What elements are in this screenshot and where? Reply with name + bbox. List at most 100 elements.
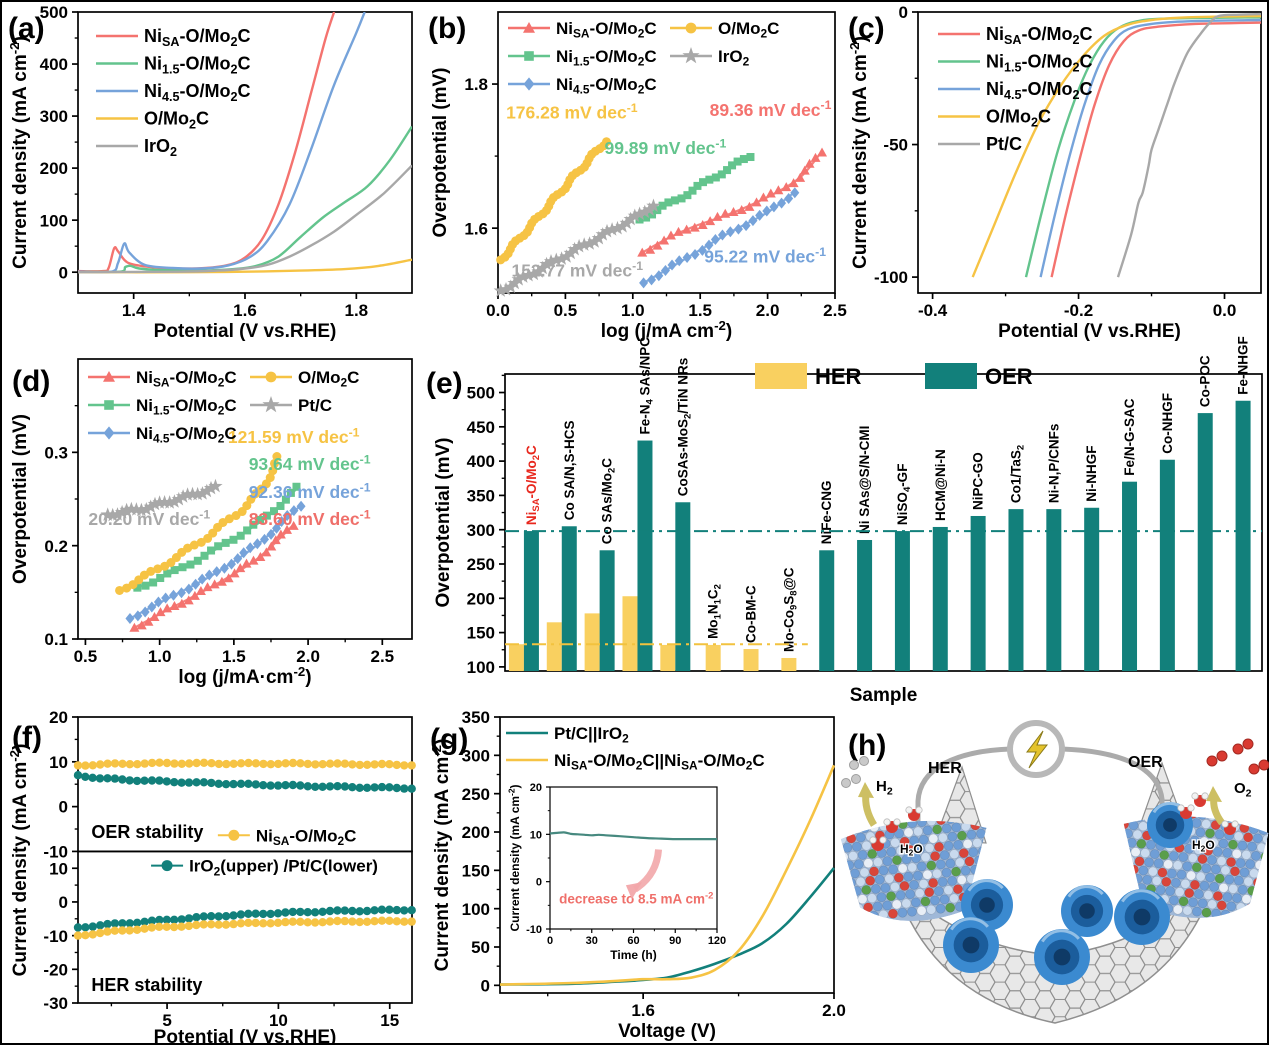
bar-label-18: Co-POC [1198, 355, 1213, 407]
svg-text:1.8: 1.8 [464, 75, 488, 94]
oer-bar-4 [675, 502, 691, 671]
her-bar-3 [622, 596, 638, 671]
svg-text:10: 10 [49, 753, 68, 772]
bar-label-16: Fe/N-G-SAC [1122, 398, 1137, 476]
oer-label: OER [1128, 754, 1163, 771]
sub1-caption: HER stability [91, 975, 202, 995]
svg-text:Ni4.5-O/Mo2C: Ni4.5-O/Mo2C [144, 81, 251, 104]
h2-molecules [841, 756, 869, 788]
svg-text:100: 100 [467, 658, 495, 677]
series-4 [1116, 12, 1261, 278]
panel-b-chart: (b) 0.0 0.5 1.0 1.5 2.0 2.5 1.6 1.8 log (j/mA cm-… [428, 11, 847, 342]
sub0-series-1 [73, 771, 416, 793]
svg-text:Pt/C: Pt/C [298, 396, 332, 415]
series-4 [493, 198, 661, 297]
panel-c-chart: (c) -0.4 -0.2 0.0 0 -50 -100 Potential (V vs.RH… [847, 3, 1262, 342]
svg-text:1.5: 1.5 [688, 301, 712, 320]
her-bar-6 [743, 649, 759, 671]
sub1-legend: IrO2(upper) /Pt/C(lower) [151, 857, 378, 878]
her-bar-2 [584, 613, 600, 671]
axes: 0.5 1.0 1.5 2.0 2.5 0.1 0.2 0.3 log (j/mA·cm-2) O… [10, 358, 413, 688]
svg-text:100: 100 [462, 900, 490, 919]
bar-label-15: Ni-NHGF [1084, 446, 1099, 502]
wires [915, 746, 1165, 836]
series-3 [496, 137, 611, 265]
svg-text:1.5: 1.5 [222, 647, 246, 666]
svg-text:NiSA-O/Mo2C: NiSA-O/Mo2C [256, 826, 357, 848]
oer-bar-8 [819, 550, 835, 671]
svg-text:Ni4.5-O/Mo2C: Ni4.5-O/Mo2C [556, 75, 657, 97]
h2o-molecules [869, 792, 1239, 851]
bar-label-7: Mo-Co9S8@C [781, 567, 799, 652]
sub1-series-1 [73, 916, 416, 940]
bar-label-0: NiSA-O/Mo2C [524, 445, 542, 525]
bar-label-12: NiPC-GO [971, 452, 986, 510]
svg-text:250: 250 [462, 785, 490, 804]
svg-text:NiSA-O/Mo2C: NiSA-O/Mo2C [556, 19, 657, 41]
svg-text:10: 10 [49, 859, 68, 878]
legend: NiSA-O/Mo2C Ni1.5-O/Mo2C Ni4.5-O/Mo2C O/Mo2… [96, 26, 251, 159]
axes: 0 30 60 90 120 -10 0 10 20 Time (h) Current densit… [506, 782, 726, 962]
svg-text:150: 150 [462, 861, 490, 880]
svg-text:400: 400 [40, 55, 68, 74]
svg-text:Ni1.5-O/Mo2C: Ni1.5-O/Mo2C [136, 396, 237, 418]
svg-text:Current density (mA cm-2): Current density (mA cm-2) [506, 784, 522, 931]
bar-label-11: HCM@Ni-N [933, 449, 948, 521]
svg-text:2.0: 2.0 [296, 647, 320, 666]
svg-text:2.5: 2.5 [370, 647, 394, 666]
svg-text:Pt/C||IrO2: Pt/C||IrO2 [554, 724, 629, 746]
inset-arrow [625, 849, 663, 900]
svg-text:500: 500 [40, 3, 68, 22]
oer-bar-15 [1084, 507, 1100, 671]
svg-text:O/Mo2C: O/Mo2C [144, 109, 209, 132]
svg-text:-10: -10 [526, 924, 542, 936]
svg-text:Time (h): Time (h) [610, 948, 656, 962]
svg-text:10: 10 [530, 829, 542, 841]
bar-label-2: Co SAs/Mo2C [600, 458, 618, 545]
svg-text:-50: -50 [883, 136, 908, 155]
oer-bar-3 [637, 440, 653, 671]
series-3 [971, 14, 1261, 278]
her-bar-1 [546, 622, 562, 671]
svg-text:O/Mo2C: O/Mo2C [986, 107, 1051, 130]
panel-b-tag: (b) [428, 12, 466, 45]
oer-bar-13 [1008, 509, 1024, 671]
svg-text:30: 30 [586, 935, 598, 947]
svg-text:-10: -10 [43, 927, 68, 946]
series-2 [1039, 18, 1261, 278]
bar-label-13: Co1/TaS2 [1008, 445, 1026, 503]
series-0 [78, 12, 336, 273]
panel-e-chart: (e) 100 150 200 250 300 350 400 450 500 Sample Over… [426, 336, 1263, 706]
o2-molecules [1206, 738, 1269, 775]
svg-text:Ni1.5-O/Mo2C: Ni1.5-O/Mo2C [144, 54, 251, 77]
svg-text:2.0: 2.0 [756, 301, 780, 320]
her-bar-4 [660, 644, 676, 671]
axes: 0.0 0.5 1.0 1.5 2.0 2.5 1.6 1.8 log (j/mA cm-2) O… [430, 11, 847, 342]
svg-text:2.5: 2.5 [823, 301, 847, 320]
legend: HER OER [755, 363, 1033, 389]
series-1 [635, 153, 755, 224]
bar-label-5: Mo1N1C2 [706, 584, 724, 639]
svg-text:Sample: Sample [850, 685, 918, 706]
catalyst-particle-3 [1034, 929, 1090, 985]
svg-text:1.6: 1.6 [233, 301, 257, 320]
svg-text:Ni4.5-O/Mo2C: Ni4.5-O/Mo2C [136, 424, 237, 446]
svg-text:Pt/C: Pt/C [986, 134, 1022, 154]
annotation-0: 121.59 mV dec-1 [228, 425, 360, 447]
panel-d-tag: (d) [12, 365, 50, 398]
sub0-series-0 [73, 758, 416, 770]
series-2 [78, 12, 366, 274]
panel-h-tag: (h) [848, 729, 886, 762]
svg-text:350: 350 [467, 487, 495, 506]
annotation-4: 20.20 mV dec-1 [88, 507, 210, 529]
panel-g: (g) 1.6 2.0 0 50 100 150 200 250 300 350 Voltage (V… [420, 705, 846, 1045]
svg-text:2.0: 2.0 [822, 1001, 846, 1020]
svg-text:OER: OER [985, 364, 1033, 389]
o2-label: O2 [1234, 780, 1252, 799]
svg-text:log (j/mA·cm-2): log (j/mA·cm-2) [178, 664, 311, 688]
catalyst-particle-4 [1114, 889, 1170, 945]
svg-text:0.0: 0.0 [486, 301, 510, 320]
svg-text:HER: HER [815, 364, 862, 389]
series-2 [639, 187, 800, 289]
